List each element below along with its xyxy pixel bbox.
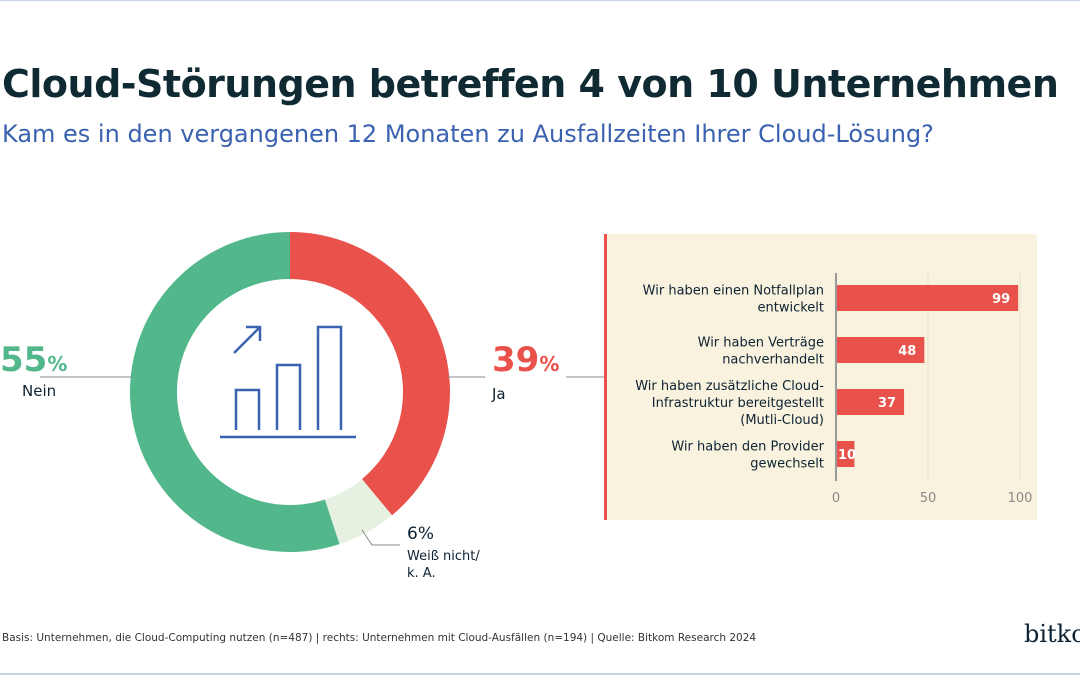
arrow-icon-head bbox=[246, 325, 262, 341]
donut-slice-weiß bbox=[324, 479, 392, 545]
nein-percent: 55% bbox=[0, 340, 68, 380]
category-label: Wir haben einen Notfallplan bbox=[643, 284, 824, 299]
bottom-divider bbox=[0, 673, 1080, 675]
category-label: Wir haben Verträge bbox=[698, 336, 824, 351]
bar bbox=[836, 337, 925, 363]
bar-chart-panel bbox=[604, 234, 1037, 520]
donut-slice-ja bbox=[290, 232, 450, 516]
x-tick-label: 100 bbox=[1008, 491, 1033, 506]
bar-value-label: 48 bbox=[898, 344, 916, 359]
bar-value-label: 10 bbox=[838, 448, 856, 463]
category-label: entwickelt bbox=[758, 301, 825, 316]
category-label: Wir haben den Provider bbox=[671, 440, 824, 455]
category-label: Infrastruktur bereitgestellt bbox=[652, 396, 824, 411]
page-subtitle: Kam es in den vergangenen 12 Monaten zu … bbox=[2, 120, 934, 148]
ja-label: Ja bbox=[492, 385, 506, 403]
unknown-leader-line bbox=[361, 529, 400, 546]
icon-bar bbox=[275, 363, 302, 430]
bar-value-label: 37 bbox=[878, 396, 896, 411]
x-tick-label: 50 bbox=[920, 491, 937, 506]
source-footnote: Basis: Unternehmen, die Cloud-Computing … bbox=[2, 632, 757, 644]
unknown-percent: 6% bbox=[407, 524, 434, 544]
nein-label: Nein bbox=[22, 382, 57, 400]
category-label: gewechselt bbox=[750, 457, 824, 472]
category-label: (Mutli-Cloud) bbox=[740, 413, 824, 428]
bar bbox=[836, 389, 905, 415]
category-label: Wir haben zusätzliche Cloud- bbox=[635, 379, 824, 394]
bitkom-logo: bitko bbox=[1024, 620, 1080, 648]
arrow-icon bbox=[233, 326, 261, 354]
bar bbox=[836, 285, 1019, 311]
bar bbox=[836, 441, 855, 467]
bar-value-label: 99 bbox=[992, 292, 1010, 307]
page-title: Cloud-Störungen betreffen 4 von 10 Unter… bbox=[2, 62, 1059, 106]
category-label: nachverhandelt bbox=[722, 353, 824, 368]
icon-bar bbox=[316, 325, 343, 430]
unknown-label: Weiß nicht/k. A. bbox=[407, 548, 480, 582]
unknown-label-line: Weiß nicht/ bbox=[407, 549, 480, 564]
unknown-label-line: k. A. bbox=[407, 566, 436, 581]
donut-slice-nein bbox=[130, 232, 340, 552]
top-divider bbox=[0, 0, 1080, 1]
x-tick-label: 0 bbox=[832, 491, 840, 506]
ja-percent: 39% bbox=[492, 340, 560, 380]
icon-bar bbox=[234, 388, 261, 430]
